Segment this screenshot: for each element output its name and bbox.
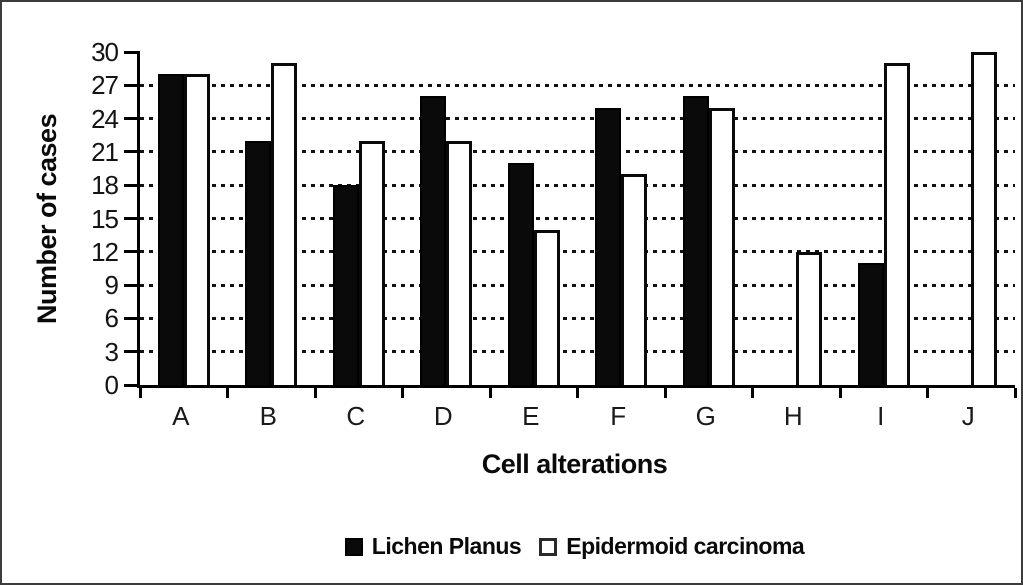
gridline-24 — [140, 117, 1015, 121]
y-tick-label-12: 12 — [91, 236, 119, 267]
y-tick-label-24: 24 — [91, 103, 119, 134]
x-tick-2 — [313, 388, 317, 398]
bar-white-H — [796, 251, 823, 385]
y-tick-label-18: 18 — [91, 170, 119, 201]
bar-white-E — [533, 229, 560, 385]
y-tick-3 — [124, 350, 140, 354]
gridline-15 — [140, 217, 1015, 220]
gridline-12 — [140, 250, 1015, 254]
y-tick-label-27: 27 — [91, 70, 119, 101]
gridline-21 — [140, 150, 1015, 154]
bar-group-I — [840, 52, 928, 385]
bar-black-D — [420, 96, 447, 385]
x-tick-0 — [138, 388, 142, 398]
x-category-label-H: H — [783, 401, 803, 431]
y-tick-12 — [124, 250, 140, 254]
x-category-label-G: G — [695, 401, 716, 431]
x-tick-4 — [488, 388, 492, 398]
x-category-label-A: A — [172, 401, 190, 431]
bar-black-G — [682, 96, 709, 385]
bar-black-F — [595, 107, 622, 385]
y-tick-0 — [124, 383, 140, 387]
bar-white-A — [183, 74, 210, 385]
x-tick-6 — [663, 388, 667, 398]
bar-white-I — [883, 63, 910, 385]
x-tick-1 — [226, 388, 229, 398]
x-axis-category-labels: A B C D E F G H I J — [137, 401, 1012, 432]
bars-layer — [140, 52, 1015, 385]
x-tick-10 — [1013, 388, 1017, 398]
bar-black-I — [857, 262, 884, 385]
x-category-label-D: D — [433, 401, 453, 431]
gridline-6 — [140, 316, 1015, 320]
y-tick-15 — [124, 217, 140, 220]
y-tick-label-9: 9 — [104, 270, 119, 301]
legend-swatch-black-icon — [344, 537, 363, 556]
x-category-label-F: F — [610, 401, 627, 431]
bar-group-E — [490, 52, 578, 385]
x-category-label-B: B — [259, 401, 277, 431]
bar-group-G — [665, 52, 753, 385]
gridline-18 — [140, 183, 1015, 187]
bar-group-A — [140, 52, 228, 385]
x-tick-8 — [838, 388, 842, 398]
x-category-label-I: I — [877, 401, 885, 431]
x-category-label-J: J — [961, 401, 975, 431]
bar-group-J — [928, 52, 1016, 385]
y-tick-24 — [124, 117, 140, 121]
legend-label-lichen-planus: Lichen Planus — [371, 533, 522, 559]
x-tick-9 — [926, 388, 929, 398]
legend-swatch-white-icon — [539, 537, 558, 556]
y-tick-21 — [124, 150, 140, 154]
y-tick-label-6: 6 — [104, 303, 119, 334]
bar-white-J — [971, 52, 998, 385]
y-tick-label-3: 3 — [104, 336, 119, 367]
bar-black-A — [157, 74, 184, 385]
bar-group-F — [578, 52, 666, 385]
x-tick-3 — [401, 388, 404, 398]
y-tick-label-0: 0 — [104, 370, 119, 400]
y-tick-label-15: 15 — [91, 203, 119, 234]
bar-group-C — [315, 52, 403, 385]
y-tick-30 — [124, 50, 140, 54]
bar-black-B — [245, 140, 272, 385]
plot-area: 0 3 6 9 12 15 18 21 24 27 30 — [91, 37, 1017, 400]
gridline-9 — [140, 283, 1015, 287]
bar-group-B — [228, 52, 316, 385]
bar-white-B — [271, 63, 298, 385]
y-tick-label-30: 30 — [91, 37, 119, 67]
y-tick-9 — [124, 283, 140, 287]
y-tick-27 — [124, 83, 140, 87]
x-axis-title: Cell alterations — [481, 449, 668, 479]
x-tick-7 — [751, 388, 754, 398]
y-tick-label-21: 21 — [91, 136, 119, 167]
bar-white-F — [621, 174, 648, 385]
y-tick-18 — [124, 183, 140, 187]
x-category-label-E: E — [522, 401, 540, 431]
bar-black-C — [332, 185, 359, 385]
bar-white-C — [358, 140, 385, 385]
legend-label-epidermoid-carcinoma: Epidermoid carcinoma — [566, 533, 805, 559]
y-tick-6 — [124, 316, 140, 320]
bar-black-E — [507, 163, 534, 385]
bar-group-H — [753, 52, 841, 385]
x-category-label-C: C — [346, 401, 366, 431]
bar-group-D — [403, 52, 491, 385]
gridline-3 — [140, 350, 1015, 354]
legend-item-epidermoid-carcinoma: Epidermoid carcinoma — [539, 533, 805, 560]
x-tick-5 — [576, 388, 579, 398]
legend-item-lichen-planus: Lichen Planus — [344, 533, 522, 560]
bar-white-G — [708, 107, 735, 385]
legend: Lichen Planus Epidermoid carcinoma — [137, 533, 1012, 560]
gridline-27 — [140, 83, 1015, 87]
bar-white-D — [446, 140, 473, 385]
